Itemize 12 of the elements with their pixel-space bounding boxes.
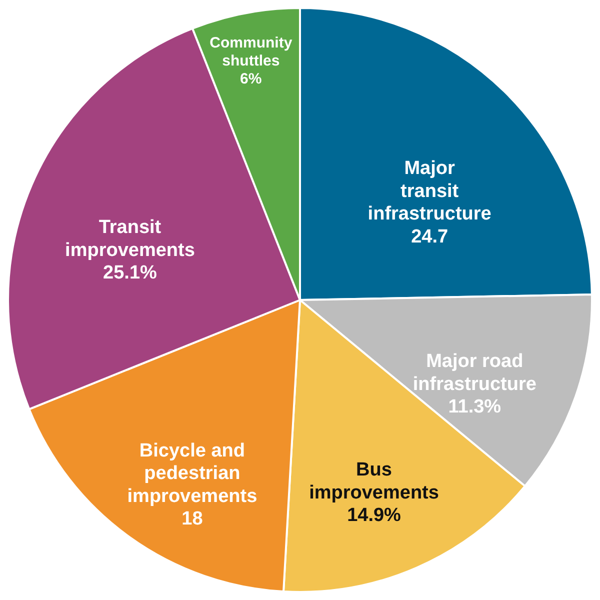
data-label: 6% bbox=[240, 70, 262, 88]
slice-label: Bicycle and pedestrian improvements bbox=[127, 440, 258, 507]
data-label: 18 bbox=[182, 508, 203, 530]
data-label: 24.7 bbox=[411, 226, 448, 248]
slice-label: Transit improvements bbox=[65, 217, 195, 261]
slice-label: Major transit infrastructure bbox=[368, 158, 492, 225]
data-label: 25.1% bbox=[103, 262, 158, 284]
slice-label: Bus improvements bbox=[309, 460, 439, 504]
data-label: 14.9% bbox=[347, 505, 402, 526]
slice-label: Major road infrastructure bbox=[412, 351, 536, 395]
slice-label: Community shuttles bbox=[210, 34, 293, 70]
data-label: 11.3% bbox=[448, 396, 502, 418]
